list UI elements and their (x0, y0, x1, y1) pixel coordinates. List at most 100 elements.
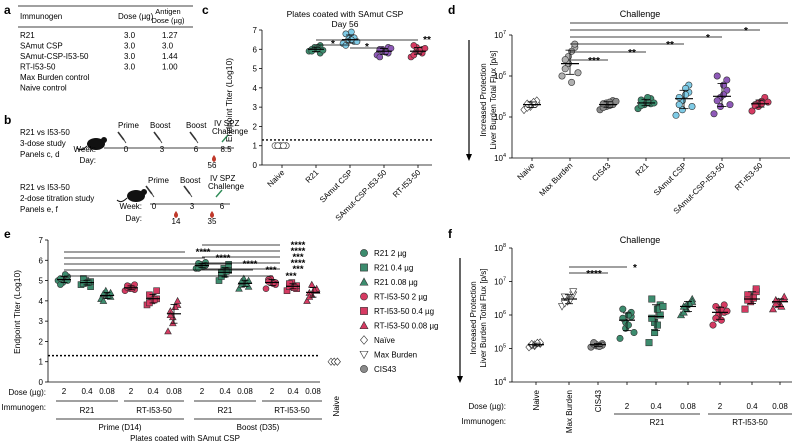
chart-f-point (651, 329, 659, 337)
study1-event-boost2: Boost (186, 121, 207, 130)
chart-f-y-tick-exp: 4 (503, 377, 506, 383)
chart-f-x-label: CIS43 (594, 389, 603, 412)
chart-e-y-tick-label: 1 (39, 358, 44, 367)
chart-d-x-label: Max Burden (538, 161, 575, 198)
chart-f-arrow-label: Increased Protection (469, 281, 478, 354)
chart-e-dose-label: 0.4 (147, 387, 159, 396)
chart-d-title: Challenge (620, 9, 661, 19)
chart-d-point (574, 69, 582, 77)
study2-syringe-icon-needle (189, 193, 193, 198)
study1-event-boost1: Boost (150, 121, 171, 130)
chart-f-point (645, 339, 653, 347)
chart-c-x-label: Naive (266, 168, 287, 189)
chart-f-y-tick-exp: 6 (503, 310, 506, 316)
study1-subtitle: 3-dose study (20, 139, 66, 148)
chart-f-immunogen-row-label: Immunogen: (462, 417, 506, 426)
study2-week-tick: 3 (190, 202, 195, 211)
chart-f-point (648, 295, 656, 303)
chart-d-point (558, 72, 566, 80)
chart-f-y-tick-label: 10 (494, 378, 503, 387)
chart-f-x-label: Max Burden (565, 390, 574, 433)
chart-d-x-label: Naive (516, 161, 537, 182)
chart-e-y-tick-label: 6 (39, 256, 44, 265)
chart-d-point (561, 56, 569, 64)
chart-d-x-label: RT-I53-50 (733, 161, 765, 193)
chart-d-y-tick-exp: 4 (503, 153, 506, 159)
legend-label: CIS43 (374, 365, 397, 374)
chart-d-point (568, 47, 576, 55)
chart-d-y-tick-label: 10 (494, 154, 503, 163)
chart-d-arrow-head-icon (466, 154, 472, 161)
table-cell-antigen: 1.44 (162, 52, 178, 61)
chart-c-x-label: R21 (304, 168, 321, 185)
study1-mouse-icon (87, 138, 105, 150)
table-header-dose: Dose (µg) (118, 12, 154, 21)
legend-label: RT-I53-50 0.08 µg (374, 322, 439, 331)
table-cell-dose: 3.0 (124, 52, 136, 61)
study1-title: R21 vs I53-50 (20, 128, 70, 137)
chart-d-point (637, 96, 645, 104)
panel-label-b: b (4, 113, 11, 127)
table-cell-immunogen: Naive control (20, 84, 67, 93)
chart-c-y-tick-label: 3 (253, 103, 258, 112)
chart-e-y-tick-label: 7 (39, 236, 44, 245)
chart-e-dose-label: 2 (129, 387, 134, 396)
legend-marker (360, 307, 368, 315)
study1-syringe-icon-needle (195, 139, 199, 144)
chart-c-y-tick-label: 7 (253, 26, 258, 35)
study2-mouse-icon (127, 190, 145, 202)
chart-e-phase-label: Prime (D14) (98, 423, 141, 432)
chart-f-y-tick-exp: 7 (503, 277, 506, 283)
study1-week-tick: 6 (194, 145, 199, 154)
chart-d-y-tick-label: 10 (494, 31, 503, 40)
chart-e-point (150, 296, 158, 304)
chart-d-point (723, 76, 731, 84)
chart-c-y-tick-label: 0 (253, 161, 258, 170)
chart-f-point (741, 305, 749, 313)
chart-f-point (771, 299, 780, 307)
chart-e-group-label: RT-I53-50 (136, 406, 172, 415)
chart-d-point (599, 100, 607, 108)
table-header-antigen-unit: Dose (µg) (151, 16, 185, 25)
chart-e-sig-label: **** (291, 246, 306, 257)
chart-f-title: Challenge (620, 235, 661, 245)
chart-e-group-label: R21 (80, 406, 95, 415)
chart-c-y-tick-label: 1 (253, 142, 258, 151)
legend-marker (359, 320, 369, 330)
chart-e-point (128, 285, 136, 292)
study1-mouse-icon-tail (76, 145, 88, 151)
chart-c-sig-label: * (365, 42, 369, 53)
study2-event-boost: Boost (180, 176, 201, 185)
chart-e-title: Plates coated with SAmut CSP (130, 434, 240, 443)
study1-syringe-icon (117, 131, 125, 141)
chart-f-sig-label: **** (586, 269, 602, 280)
chart-e-y-tick-label: 0 (39, 378, 44, 387)
chart-e-group-label: R21 (218, 406, 233, 415)
legend-marker (360, 249, 368, 257)
chart-e-dose-label: 0.4 (219, 387, 231, 396)
chart-e-point (303, 296, 311, 304)
chart-d-arrow-label: Increased Protection (479, 63, 488, 136)
chart-f-point (679, 308, 688, 316)
legend-marker (360, 365, 368, 373)
chart-e-point (166, 311, 175, 319)
chart-d-point (688, 103, 696, 111)
study1-week-label: Week: (73, 145, 96, 154)
chart-c-x-label: SAmut CSP (318, 168, 355, 205)
study2-panels: Panels e, f (20, 205, 59, 214)
chart-e-point (171, 303, 180, 310)
chart-d-point (675, 101, 683, 109)
study1-week-tick: 8.5 (220, 145, 232, 154)
chart-f-point (624, 321, 632, 329)
chart-f-x-label: Naive (532, 389, 541, 410)
table-cell-antigen: 3.0 (162, 42, 174, 51)
chart-e-dose-label: 2 (200, 387, 205, 396)
table-cell-dose: 3.0 (124, 63, 136, 72)
chart-e-immunogen-row-label: Immunogen: (2, 403, 46, 412)
study1-mouse-icon-ear (101, 137, 107, 143)
study1-challenge-label2: Challenge (212, 127, 249, 136)
chart-f-y-tick-label: 10 (494, 244, 503, 253)
chart-f-point (619, 305, 627, 313)
chart-e-sig-label: *** (292, 264, 303, 275)
study2-challenge-label: IV SPZ (210, 174, 235, 183)
